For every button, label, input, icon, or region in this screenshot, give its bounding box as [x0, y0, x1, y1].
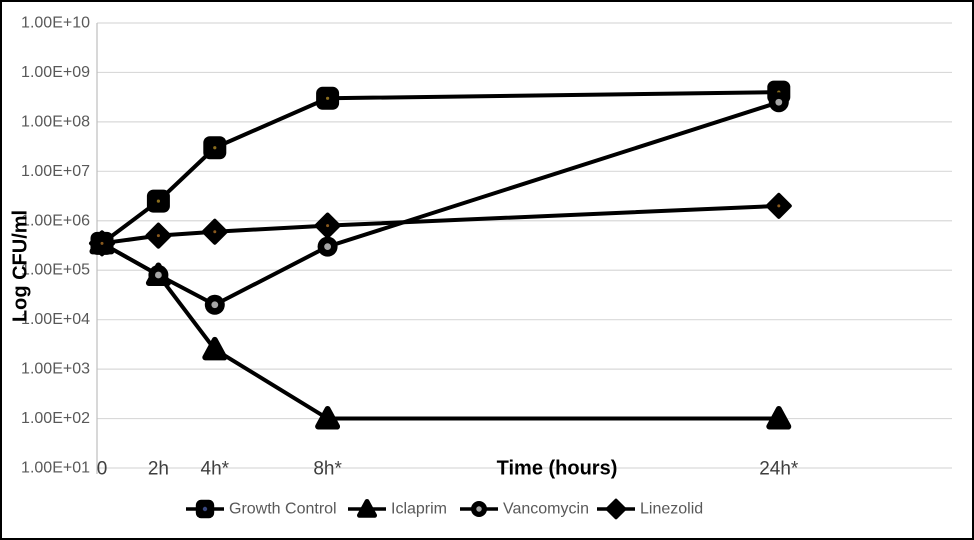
data-point-growth-control-2h: [146, 189, 170, 213]
series-line-vancomycin: [101, 100, 780, 308]
y-tick-label-1e10: 1.00E+10: [21, 15, 90, 32]
y-tick-label-1e1: 1.00E+01: [21, 460, 90, 477]
data-point-vancomycin-4h-: [204, 294, 225, 315]
data-point-vancomycin-2h: [148, 265, 169, 286]
y-tick-label-1e9: 1.00E+09: [21, 64, 90, 81]
legend-item-linezolid: Linezolid: [597, 498, 703, 520]
x-axis-title: Time (hours): [496, 457, 618, 480]
data-point-iclaprim-4h-: [202, 336, 228, 361]
y-tick-label-1e5: 1.00E+05: [21, 262, 90, 279]
legend-label-linezolid: Linezolid: [640, 501, 703, 518]
data-point-vancomycin-24h-: [768, 92, 789, 113]
y-axis-title: Log CFU/ml: [9, 209, 32, 323]
legend-item-growth-control: Growth Control: [186, 499, 337, 519]
data-point-iclaprim-24h-: [766, 406, 792, 430]
x-tick-label-2h: 2h: [148, 459, 169, 480]
legend-marker-circle: [471, 501, 487, 517]
y-tick-label-1e8: 1.00E+08: [21, 113, 90, 130]
data-point-linezolid-24h-: [765, 192, 792, 219]
legend-marker-triangle: [356, 498, 378, 518]
data-point-linezolid-8h-: [314, 212, 341, 239]
data-point-growth-control-4h-: [203, 136, 227, 160]
data-point-iclaprim-8h-: [315, 406, 341, 430]
data-point-linezolid-2h: [145, 222, 172, 249]
x-tick-label-8h-: 8h*: [313, 459, 342, 480]
legend-label-vancomycin: Vancomycin: [503, 501, 589, 518]
data-point-linezolid-0: [89, 230, 115, 257]
legend-marker-square: [195, 499, 215, 519]
y-tick-label-1e6: 1.00E+06: [21, 212, 90, 229]
legend-label-iclaprim: Iclaprim: [391, 501, 447, 518]
y-tick-label-1e7: 1.00E+07: [21, 163, 90, 180]
y-tick-label-1e2: 1.00E+02: [21, 410, 90, 427]
y-tick-label-1e4: 1.00E+04: [21, 311, 90, 328]
x-tick-label-0: 0: [97, 459, 108, 480]
legend-item-vancomycin: Vancomycin: [460, 501, 589, 518]
legend-marker-diamond: [605, 498, 627, 520]
x-tick-label-24h-: 24h*: [759, 459, 799, 480]
legend-label-growth-control: Growth Control: [229, 501, 337, 518]
legend-item-iclaprim: Iclaprim: [348, 498, 447, 518]
data-point-linezolid-4h-: [201, 218, 228, 245]
y-tick-label-1e3: 1.00E+03: [21, 361, 90, 378]
data-point-vancomycin-8h-: [317, 236, 338, 257]
series-line-iclaprim: [101, 241, 779, 421]
x-tick-label-4h-: 4h*: [201, 459, 230, 480]
data-point-growth-control-8h-: [316, 86, 340, 110]
